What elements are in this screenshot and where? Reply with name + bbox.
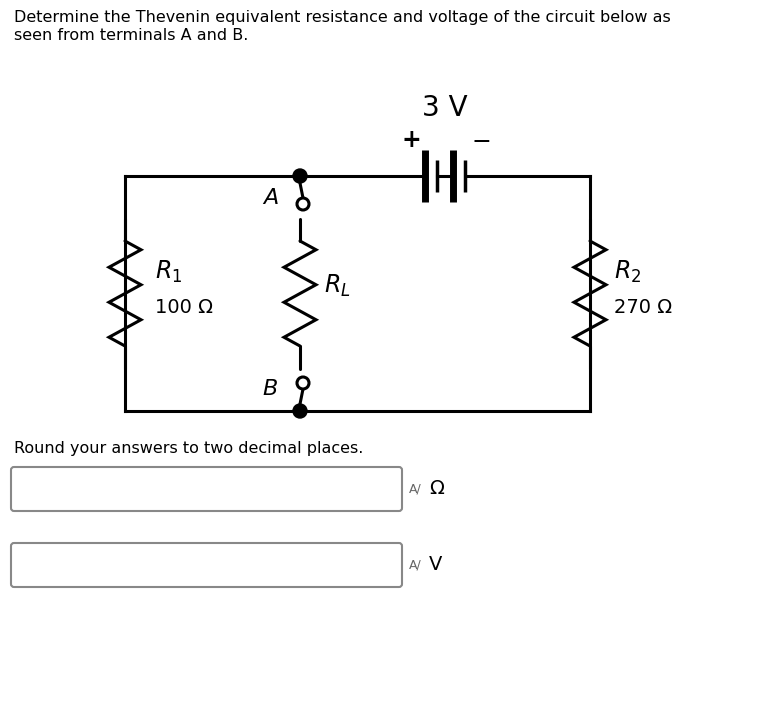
Circle shape <box>297 198 309 210</box>
Text: 3 V: 3 V <box>422 94 468 122</box>
Text: $R_{TH}$ =: $R_{TH}$ = <box>14 466 69 487</box>
Text: $V_{TH}$ =: $V_{TH}$ = <box>14 544 69 566</box>
Circle shape <box>293 169 307 183</box>
Text: Round your answers to two decimal places.: Round your answers to two decimal places… <box>14 441 363 456</box>
Text: V: V <box>429 556 443 575</box>
Text: Determine the Thevenin equivalent resistance and voltage of the circuit below as: Determine the Thevenin equivalent resist… <box>14 10 671 25</box>
Text: $R_1$: $R_1$ <box>155 258 182 285</box>
Circle shape <box>297 377 309 389</box>
Text: A/: A/ <box>409 482 422 496</box>
Text: $R_L$: $R_L$ <box>324 273 351 299</box>
Text: seen from terminals A and B.: seen from terminals A and B. <box>14 28 248 43</box>
Text: +: + <box>401 128 421 152</box>
Text: B: B <box>263 379 278 399</box>
Text: A/: A/ <box>409 558 422 571</box>
Text: $R_2$: $R_2$ <box>614 258 641 285</box>
Text: 100 Ω: 100 Ω <box>155 298 213 317</box>
Text: −: − <box>471 130 491 154</box>
Text: A: A <box>263 188 278 208</box>
Text: Ω: Ω <box>429 479 444 498</box>
FancyBboxPatch shape <box>11 467 402 511</box>
FancyBboxPatch shape <box>11 543 402 587</box>
Circle shape <box>293 404 307 418</box>
Text: 270 Ω: 270 Ω <box>614 298 672 317</box>
